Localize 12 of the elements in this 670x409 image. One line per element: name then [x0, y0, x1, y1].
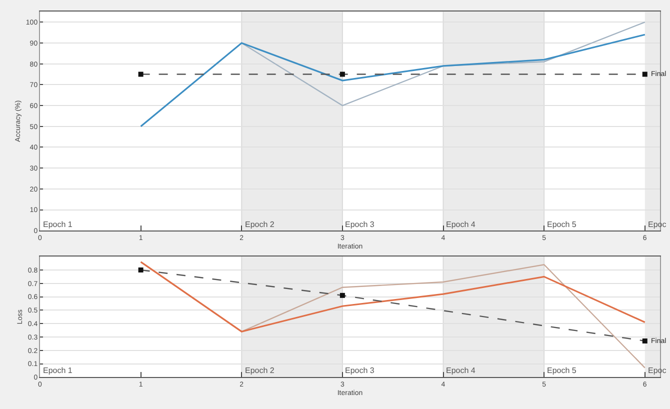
ref-line-label: Epoch 3 [345, 220, 375, 229]
ref-line-label: Epoch 4 [446, 366, 476, 375]
band-label: Epoc [648, 220, 666, 229]
ref-line-label: Epoch 2 [245, 220, 275, 229]
ref-line-label: Epoch 2 [245, 366, 275, 375]
annotation: Epoch 1 [43, 220, 73, 229]
ref-line-label: Epoch 5 [547, 220, 577, 229]
ref-line-label: Epoch 3 [345, 366, 375, 375]
ref-line-label: Epoch 4 [446, 220, 476, 229]
band-label: Epoc [648, 366, 666, 375]
ref-line-label: Epoch 5 [547, 366, 577, 375]
annotation: Epoch 1 [43, 366, 73, 375]
